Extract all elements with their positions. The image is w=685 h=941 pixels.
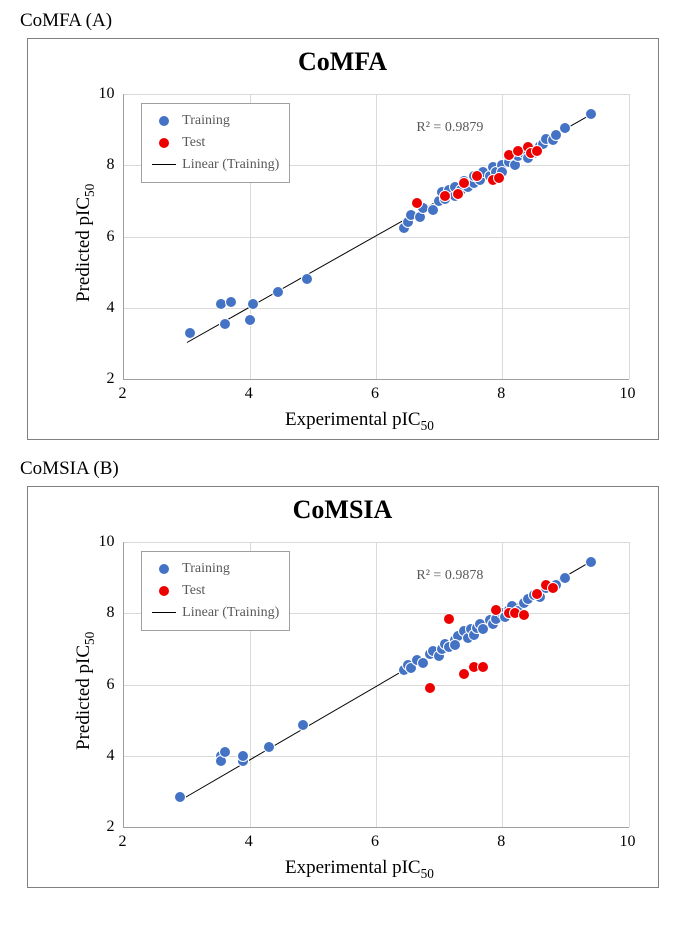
y-tick-label: 2 bbox=[85, 370, 115, 388]
training-point bbox=[263, 741, 275, 753]
legend-item: Training bbox=[150, 110, 279, 132]
y-tick-label: 4 bbox=[85, 747, 115, 765]
x-tick-label: 2 bbox=[119, 833, 127, 851]
test-point bbox=[531, 145, 543, 157]
training-point bbox=[237, 750, 249, 762]
legend: Training Test Linear (Training) bbox=[141, 551, 290, 631]
x-tick-label: 10 bbox=[620, 385, 636, 403]
test-point bbox=[477, 661, 489, 673]
test-point bbox=[471, 170, 483, 182]
line-icon bbox=[150, 612, 178, 613]
legend-item: Training bbox=[150, 558, 279, 580]
training-point bbox=[219, 318, 231, 330]
legend-label: Linear (Training) bbox=[182, 605, 279, 621]
legend-item: Linear (Training) bbox=[150, 602, 279, 624]
r-squared-label: R² = 0.9879 bbox=[416, 120, 483, 136]
y-tick-label: 10 bbox=[85, 85, 115, 103]
x-tick-label: 8 bbox=[497, 385, 505, 403]
x-tick-label: 4 bbox=[245, 833, 253, 851]
test-point bbox=[452, 188, 464, 200]
page: CoMFA (A) CoMFA Training Test Linear (Trai… bbox=[0, 0, 685, 941]
test-point bbox=[547, 582, 559, 594]
panel-a-label: CoMFA (A) bbox=[20, 10, 665, 32]
comfa-plot-area: Training Test Linear (Training) R² = 0.9879 bbox=[123, 94, 629, 380]
x-tick-label: 10 bbox=[620, 833, 636, 851]
y-tick-label: 4 bbox=[85, 299, 115, 317]
test-point bbox=[518, 609, 530, 621]
comfa-title: CoMFA bbox=[28, 47, 658, 77]
training-point bbox=[449, 639, 461, 651]
comsia-chart-frame: CoMSIA Training Test Linear (Training) R² =… bbox=[27, 486, 659, 888]
x-tick-label: 8 bbox=[497, 833, 505, 851]
panel-b-label: CoMSIA (B) bbox=[20, 458, 665, 480]
training-point bbox=[174, 791, 186, 803]
y-tick-label: 10 bbox=[85, 533, 115, 551]
test-point bbox=[490, 604, 502, 616]
comsia-x-axis-title: Experimental pIC50 bbox=[285, 857, 434, 882]
legend-label: Test bbox=[182, 135, 205, 151]
r-squared-label: R² = 0.9878 bbox=[416, 568, 483, 584]
dot-icon bbox=[150, 563, 178, 575]
x-tick-label: 6 bbox=[371, 833, 379, 851]
grid-horizontal bbox=[124, 94, 629, 95]
grid-horizontal bbox=[124, 308, 629, 309]
comfa-chart-frame: CoMFA Training Test Linear (Training) R² = … bbox=[27, 38, 659, 440]
legend-label: Training bbox=[182, 113, 230, 129]
training-point bbox=[244, 314, 256, 326]
training-point bbox=[184, 327, 196, 339]
test-point bbox=[439, 190, 451, 202]
training-point bbox=[559, 122, 571, 134]
legend-label: Linear (Training) bbox=[182, 157, 279, 173]
legend-item: Test bbox=[150, 580, 279, 602]
dot-icon bbox=[150, 137, 178, 149]
test-point bbox=[443, 613, 455, 625]
test-point bbox=[493, 172, 505, 184]
grid-horizontal bbox=[124, 237, 629, 238]
grid-horizontal bbox=[124, 756, 629, 757]
training-point bbox=[297, 719, 309, 731]
training-point bbox=[247, 298, 259, 310]
y-tick-label: 2 bbox=[85, 818, 115, 836]
legend-item: Linear (Training) bbox=[150, 154, 279, 176]
y-tick-label: 6 bbox=[85, 228, 115, 246]
training-point bbox=[225, 296, 237, 308]
line-icon bbox=[150, 164, 178, 165]
legend-label: Test bbox=[182, 583, 205, 599]
legend-item: Test bbox=[150, 132, 279, 154]
training-point bbox=[559, 572, 571, 584]
y-tick-label: 6 bbox=[85, 676, 115, 694]
training-point bbox=[272, 286, 284, 298]
training-point bbox=[585, 556, 597, 568]
legend-label: Training bbox=[182, 561, 230, 577]
x-tick-label: 2 bbox=[119, 385, 127, 403]
training-point bbox=[301, 273, 313, 285]
test-point bbox=[424, 682, 436, 694]
test-point bbox=[411, 197, 423, 209]
dot-icon bbox=[150, 585, 178, 597]
y-tick-label: 8 bbox=[85, 156, 115, 174]
test-point bbox=[458, 177, 470, 189]
test-point bbox=[531, 588, 543, 600]
legend: Training Test Linear (Training) bbox=[141, 103, 290, 183]
dot-icon bbox=[150, 115, 178, 127]
x-tick-label: 6 bbox=[371, 385, 379, 403]
grid-vertical bbox=[629, 542, 630, 827]
comfa-x-axis-title: Experimental pIC50 bbox=[285, 409, 434, 434]
y-tick-label: 8 bbox=[85, 604, 115, 622]
x-tick-label: 4 bbox=[245, 385, 253, 403]
training-point bbox=[585, 108, 597, 120]
comsia-plot-area: Training Test Linear (Training) R² = 0.9878 bbox=[123, 542, 629, 828]
grid-horizontal bbox=[124, 542, 629, 543]
training-point bbox=[219, 746, 231, 758]
comsia-title: CoMSIA bbox=[28, 495, 658, 525]
grid-vertical bbox=[629, 94, 630, 379]
